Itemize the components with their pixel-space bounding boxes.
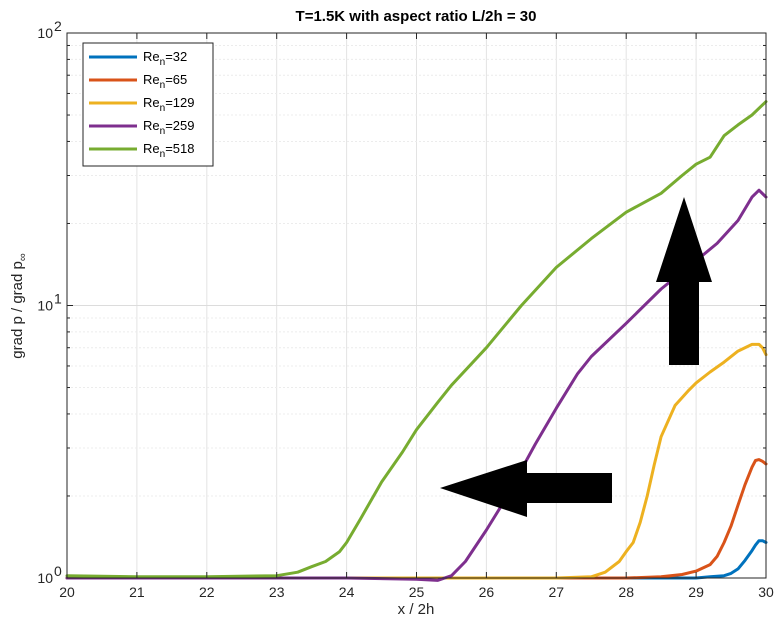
x-tick-label: 25 [409, 584, 425, 600]
chart-title: T=1.5K with aspect ratio L/2h = 30 [296, 8, 537, 25]
x-tick-label: 20 [59, 584, 75, 600]
x-tick-label: 29 [688, 584, 704, 600]
y-tick-label-exponent: 2 [54, 18, 62, 34]
left-arrow [440, 460, 612, 517]
legend-label-2: Ren=129 [143, 95, 194, 114]
y-tick-label: 10 [37, 570, 53, 586]
x-tick-label: 24 [339, 584, 355, 600]
x-tick-label: 27 [549, 584, 565, 600]
x-tick-label: 26 [479, 584, 495, 600]
x-tick-label: 28 [618, 584, 634, 600]
x-tick-label: 21 [129, 584, 145, 600]
x-tick-label: 22 [199, 584, 215, 600]
x-tick-label: 23 [269, 584, 285, 600]
ticks [66, 33, 767, 579]
arrows [440, 197, 712, 517]
legend-label-0: Ren=32 [143, 49, 187, 68]
up-arrow [656, 197, 712, 365]
y-axis-label: grad p / grad p∞ [9, 253, 29, 358]
legend-label-1: Ren=65 [143, 72, 187, 91]
legend-label-3: Ren=259 [143, 118, 194, 137]
series-line-4 [65, 100, 768, 579]
x-axis-label: x / 2h [398, 601, 435, 618]
x-tick-label: 30 [758, 584, 774, 600]
y-tick-label-exponent: 0 [54, 563, 62, 579]
legend: Ren=32 Ren=65 Ren=129 Ren=259 Ren=518 [82, 42, 214, 167]
y-tick-label: 10 [37, 25, 53, 41]
y-tick-label-exponent: 1 [54, 291, 62, 307]
legend-label-4: Ren=518 [143, 141, 194, 160]
y-tick-label: 10 [37, 298, 53, 314]
